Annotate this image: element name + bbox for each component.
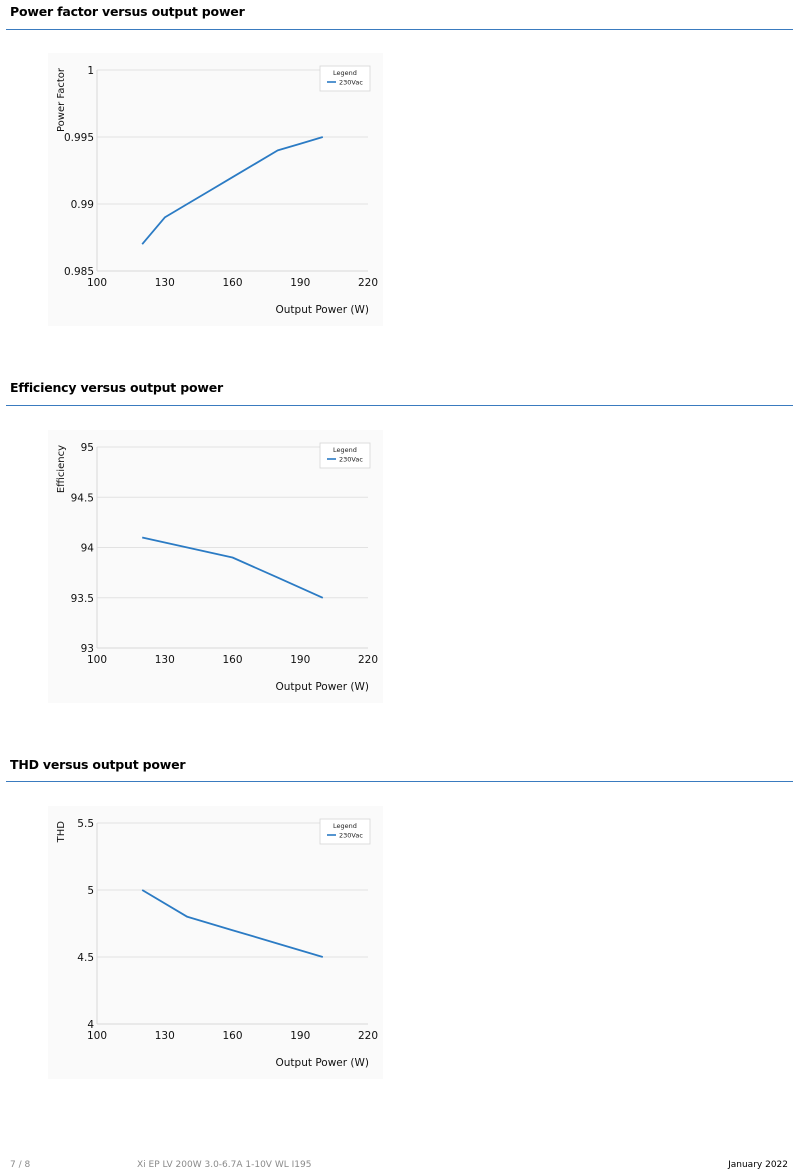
x-tick-label: 190 [290,1030,310,1042]
x-axis-label: Output Power (W) [276,304,369,316]
y-tick-label: 93 [81,643,94,655]
section-divider [6,781,793,782]
x-tick-label: 190 [290,654,310,666]
y-tick-label: 94.5 [71,492,94,504]
legend-box [319,818,371,845]
x-tick-label: 130 [155,654,175,666]
footer-date: January 2022 [728,1160,788,1170]
section-title-efficiency: Efficiency versus output power [10,380,223,395]
y-tick-label: 4 [87,1019,94,1031]
x-tick-label: 130 [155,1030,175,1042]
x-tick-label: 220 [358,1030,378,1042]
x-tick-label: 100 [87,1030,107,1042]
x-tick-label: 160 [222,277,242,289]
y-tick-label: 95 [81,442,94,454]
y-tick-label: 5.5 [77,818,94,830]
legend-title: Legend [333,69,357,77]
y-axis-label: THD [56,821,67,844]
footer-product-name: Xi EP LV 200W 3.0-6.7A 1-10V WL I195 [137,1160,312,1170]
y-tick-label: 0.995 [64,132,94,144]
y-tick-label: 0.99 [71,199,94,211]
efficiency-chart-panel: 95 94.5 94 93.5 93 100 130 160 190 220 Output Powe… [48,430,383,703]
legend-entry: 230Vac [339,456,363,464]
series-line-230vac [142,536,324,599]
x-tick-label: 160 [222,1030,242,1042]
series-line-230vac [141,136,324,245]
y-axis-label: Power Factor [56,67,67,132]
y-tick-label: 1 [87,65,94,77]
y-tick-label: 5 [87,885,94,897]
x-tick-label: 220 [358,654,378,666]
x-tick-label: 130 [155,277,175,289]
legend-box [319,442,371,469]
x-tick-label: 100 [87,654,107,666]
section-title-power-factor: Power factor versus output power [10,4,245,19]
thd-chart-panel: 5.5 5 4.5 4 100 130 160 190 220 Output Power (W) T… [48,806,383,1079]
x-tick-label: 100 [87,277,107,289]
legend-title: Legend [333,446,357,454]
section-title-thd: THD versus output power [10,757,186,772]
x-tick-label: 220 [358,277,378,289]
power-factor-chart-panel: 1 0.995 0.99 0.985 100 130 160 190 220 Output Pow… [48,53,383,326]
legend-title: Legend [333,822,357,830]
section-divider [6,405,793,406]
y-tick-label: 93.5 [71,593,94,605]
y-tick-label: 0.985 [64,266,94,278]
y-axis-label: Efficiency [56,445,67,493]
y-tick-label: 4.5 [77,952,94,964]
legend-entry: 230Vac [339,832,363,840]
x-tick-label: 190 [290,277,310,289]
legend-box [319,65,371,92]
footer-page-number: 7 / 8 [10,1160,31,1170]
x-tick-label: 160 [222,654,242,666]
section-divider [6,29,793,30]
series-line-230vac [141,889,324,958]
x-axis-label: Output Power (W) [276,681,369,693]
legend-entry: 230Vac [339,79,363,87]
y-tick-label: 94 [81,543,95,555]
x-axis-label: Output Power (W) [276,1057,369,1069]
